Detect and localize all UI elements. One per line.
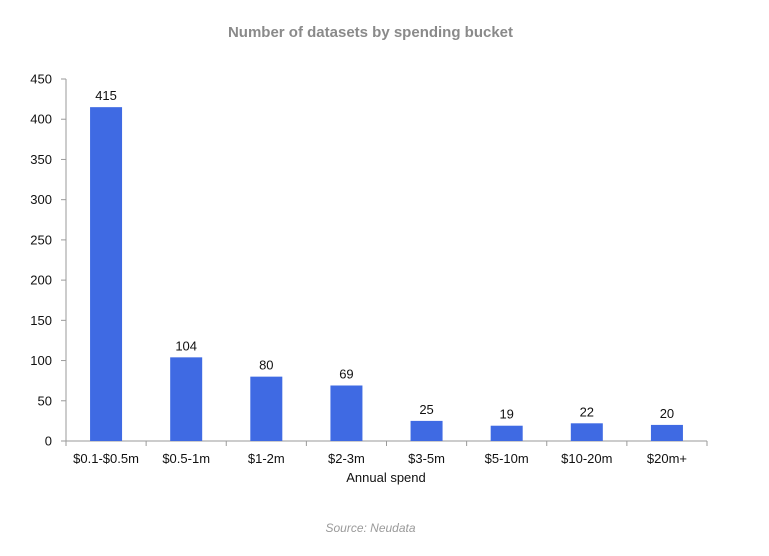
data-label: 104 — [175, 338, 197, 353]
bar — [570, 423, 603, 441]
x-tick-label: $1-2m — [248, 451, 285, 466]
data-labels-group: 415 104 80 69 25 19 22 20 — [95, 88, 674, 422]
bar — [330, 385, 363, 441]
y-tick-label: 0 — [45, 434, 52, 449]
x-tick-label: $20m+ — [647, 451, 687, 466]
source-note: Source: Neudata — [325, 521, 416, 535]
x-tick-label: $5-10m — [485, 451, 529, 466]
x-tick-label: $3-5m — [408, 451, 445, 466]
data-label: 69 — [339, 366, 353, 381]
bar — [410, 420, 443, 441]
y-tick-label: 250 — [30, 232, 52, 247]
data-label: 19 — [499, 407, 513, 422]
chart-title: Number of datasets by spending bucket — [227, 24, 514, 41]
bar — [250, 376, 283, 441]
bar — [490, 425, 523, 441]
y-tick-label: 100 — [30, 353, 52, 368]
data-label: 80 — [259, 358, 273, 373]
x-tick-label: $0.5-1m — [162, 451, 210, 466]
bar — [650, 424, 683, 441]
y-tick-label: 300 — [30, 192, 52, 207]
data-label: 415 — [95, 88, 117, 103]
y-tick-label: 400 — [30, 112, 52, 127]
y-tick-label: 350 — [30, 152, 52, 167]
x-tick-label: $0.1-$0.5m — [73, 451, 139, 466]
x-tick-label: $2-3m — [328, 451, 365, 466]
data-label: 20 — [660, 406, 674, 421]
x-axis: $0.1-$0.5m $0.5-1m $1-2m $2-3m $3-5m $5-10m $1… — [65, 440, 708, 466]
y-tick-label: 50 — [38, 393, 52, 408]
bars-group — [90, 107, 683, 442]
bar — [170, 357, 203, 441]
data-label: 22 — [580, 404, 594, 419]
y-tick-label: 150 — [30, 313, 52, 328]
data-label: 25 — [419, 402, 433, 417]
bar — [90, 107, 123, 442]
y-tick-label: 450 — [30, 72, 52, 87]
y-axis: 0 50 100 150 200 250 300 350 400 450 — [30, 72, 67, 449]
x-axis-title: Annual spend — [346, 470, 426, 485]
y-tick-label: 200 — [30, 273, 52, 288]
x-tick-label: $10-20m — [561, 451, 612, 466]
